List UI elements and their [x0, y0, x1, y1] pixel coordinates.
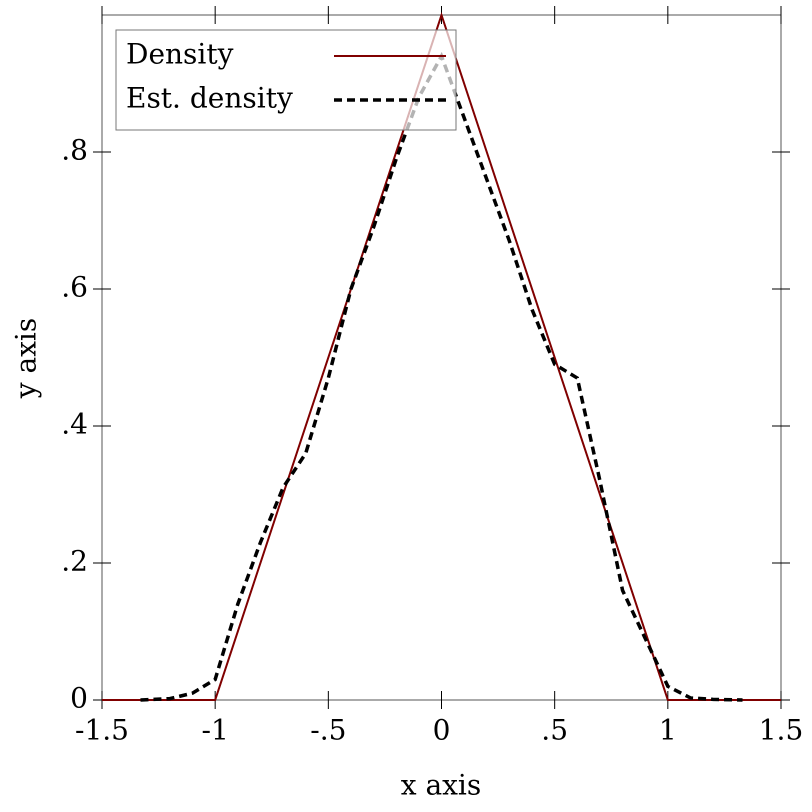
y-tick-label: .6: [61, 271, 88, 304]
x-axis-label: x axis: [401, 769, 482, 802]
x-tick-label: 0: [433, 714, 451, 747]
series-line: [140, 51, 743, 702]
x-tick-label: -1: [202, 714, 229, 747]
y-tick-label: .2: [61, 545, 88, 578]
y-tick-label: .4: [61, 408, 88, 441]
x-tick-label: -.5: [310, 714, 346, 747]
legend-label: Density: [126, 38, 234, 71]
legend-box: [115, 29, 457, 131]
x-tick-label: 1: [659, 714, 677, 747]
x-tick-label: 1.5: [759, 714, 804, 747]
legend-label: Est. density: [126, 82, 293, 115]
y-axis-label: y axis: [10, 318, 43, 400]
x-tick-label: .5: [541, 714, 568, 747]
y-tick-label: .8: [61, 134, 88, 167]
x-tick-label: -1.5: [75, 714, 129, 747]
y-tick-label: 0: [70, 682, 88, 715]
